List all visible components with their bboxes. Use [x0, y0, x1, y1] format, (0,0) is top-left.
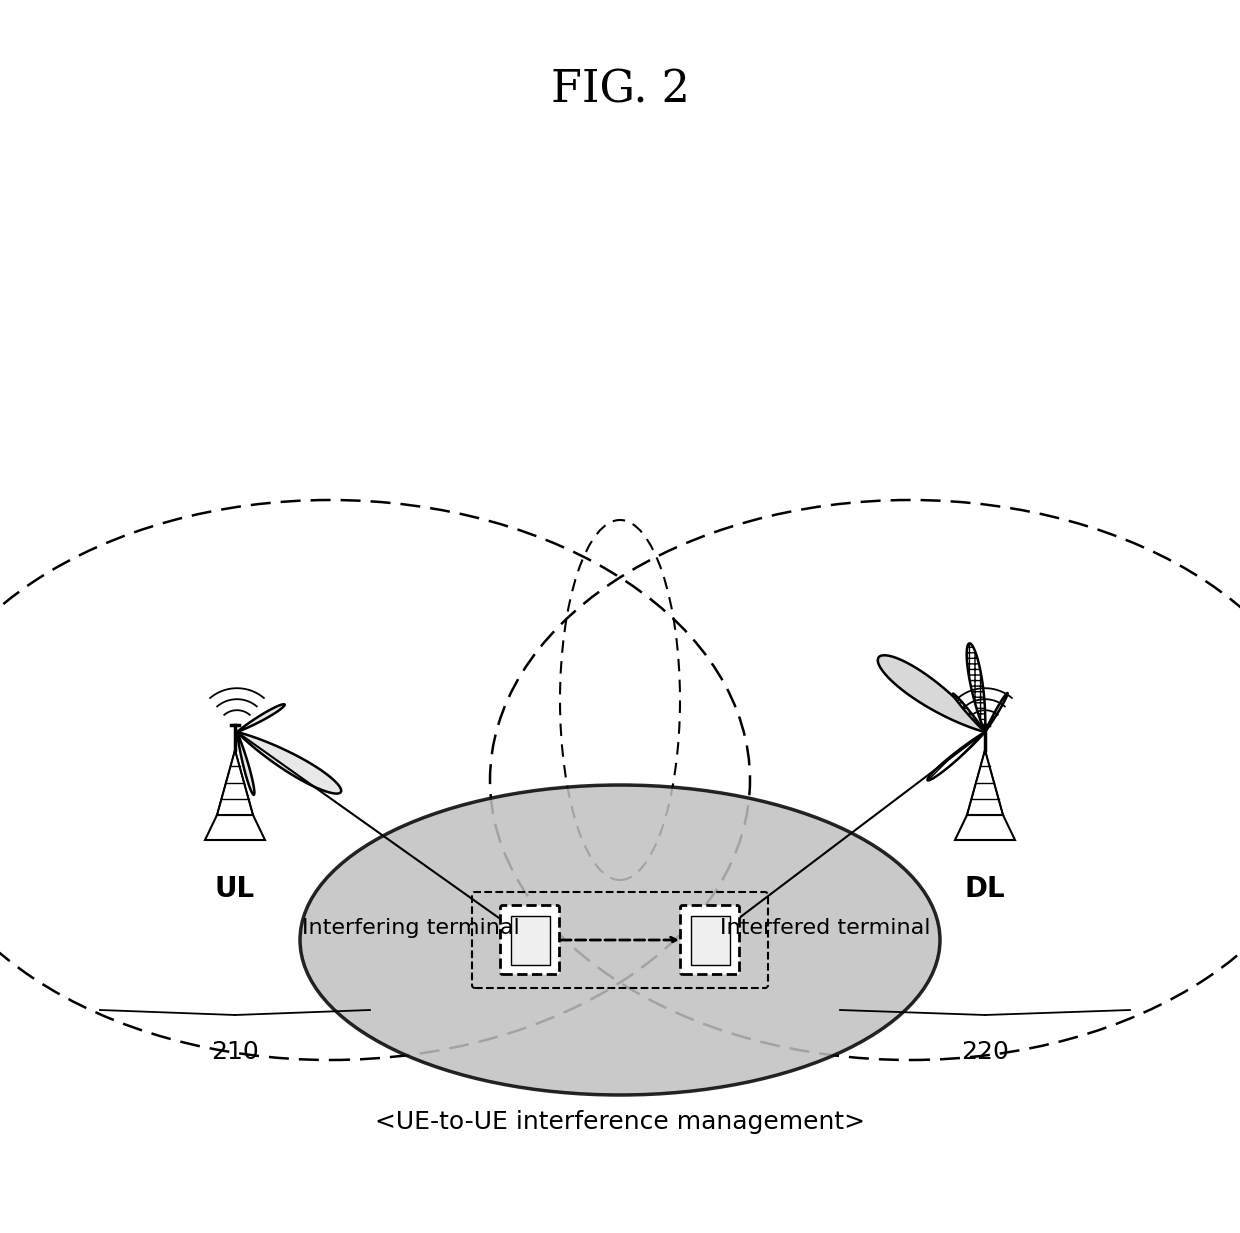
Polygon shape [237, 704, 285, 732]
Text: <UE-to-UE interference management>: <UE-to-UE interference management> [374, 1110, 866, 1134]
Text: UL: UL [215, 875, 255, 903]
Text: Interfered terminal: Interfered terminal [720, 919, 930, 938]
Polygon shape [955, 815, 1016, 840]
Polygon shape [985, 693, 1008, 732]
Polygon shape [952, 694, 985, 732]
Bar [511, 915, 549, 964]
Polygon shape [205, 815, 265, 840]
Text: 210: 210 [211, 1039, 259, 1064]
Polygon shape [237, 732, 341, 794]
Text: FIG. 2: FIG. 2 [551, 68, 689, 111]
Bar [691, 915, 729, 964]
FancyBboxPatch shape [681, 905, 739, 974]
Text: DL: DL [965, 875, 1006, 903]
FancyBboxPatch shape [501, 905, 559, 974]
Polygon shape [878, 655, 985, 732]
Ellipse shape [300, 785, 940, 1095]
Polygon shape [967, 644, 986, 732]
Polygon shape [967, 750, 1003, 815]
Text: Interfering terminal: Interfering terminal [303, 919, 520, 938]
Polygon shape [217, 750, 253, 815]
Polygon shape [928, 732, 985, 780]
Polygon shape [237, 732, 254, 795]
Text: 220: 220 [961, 1039, 1009, 1064]
